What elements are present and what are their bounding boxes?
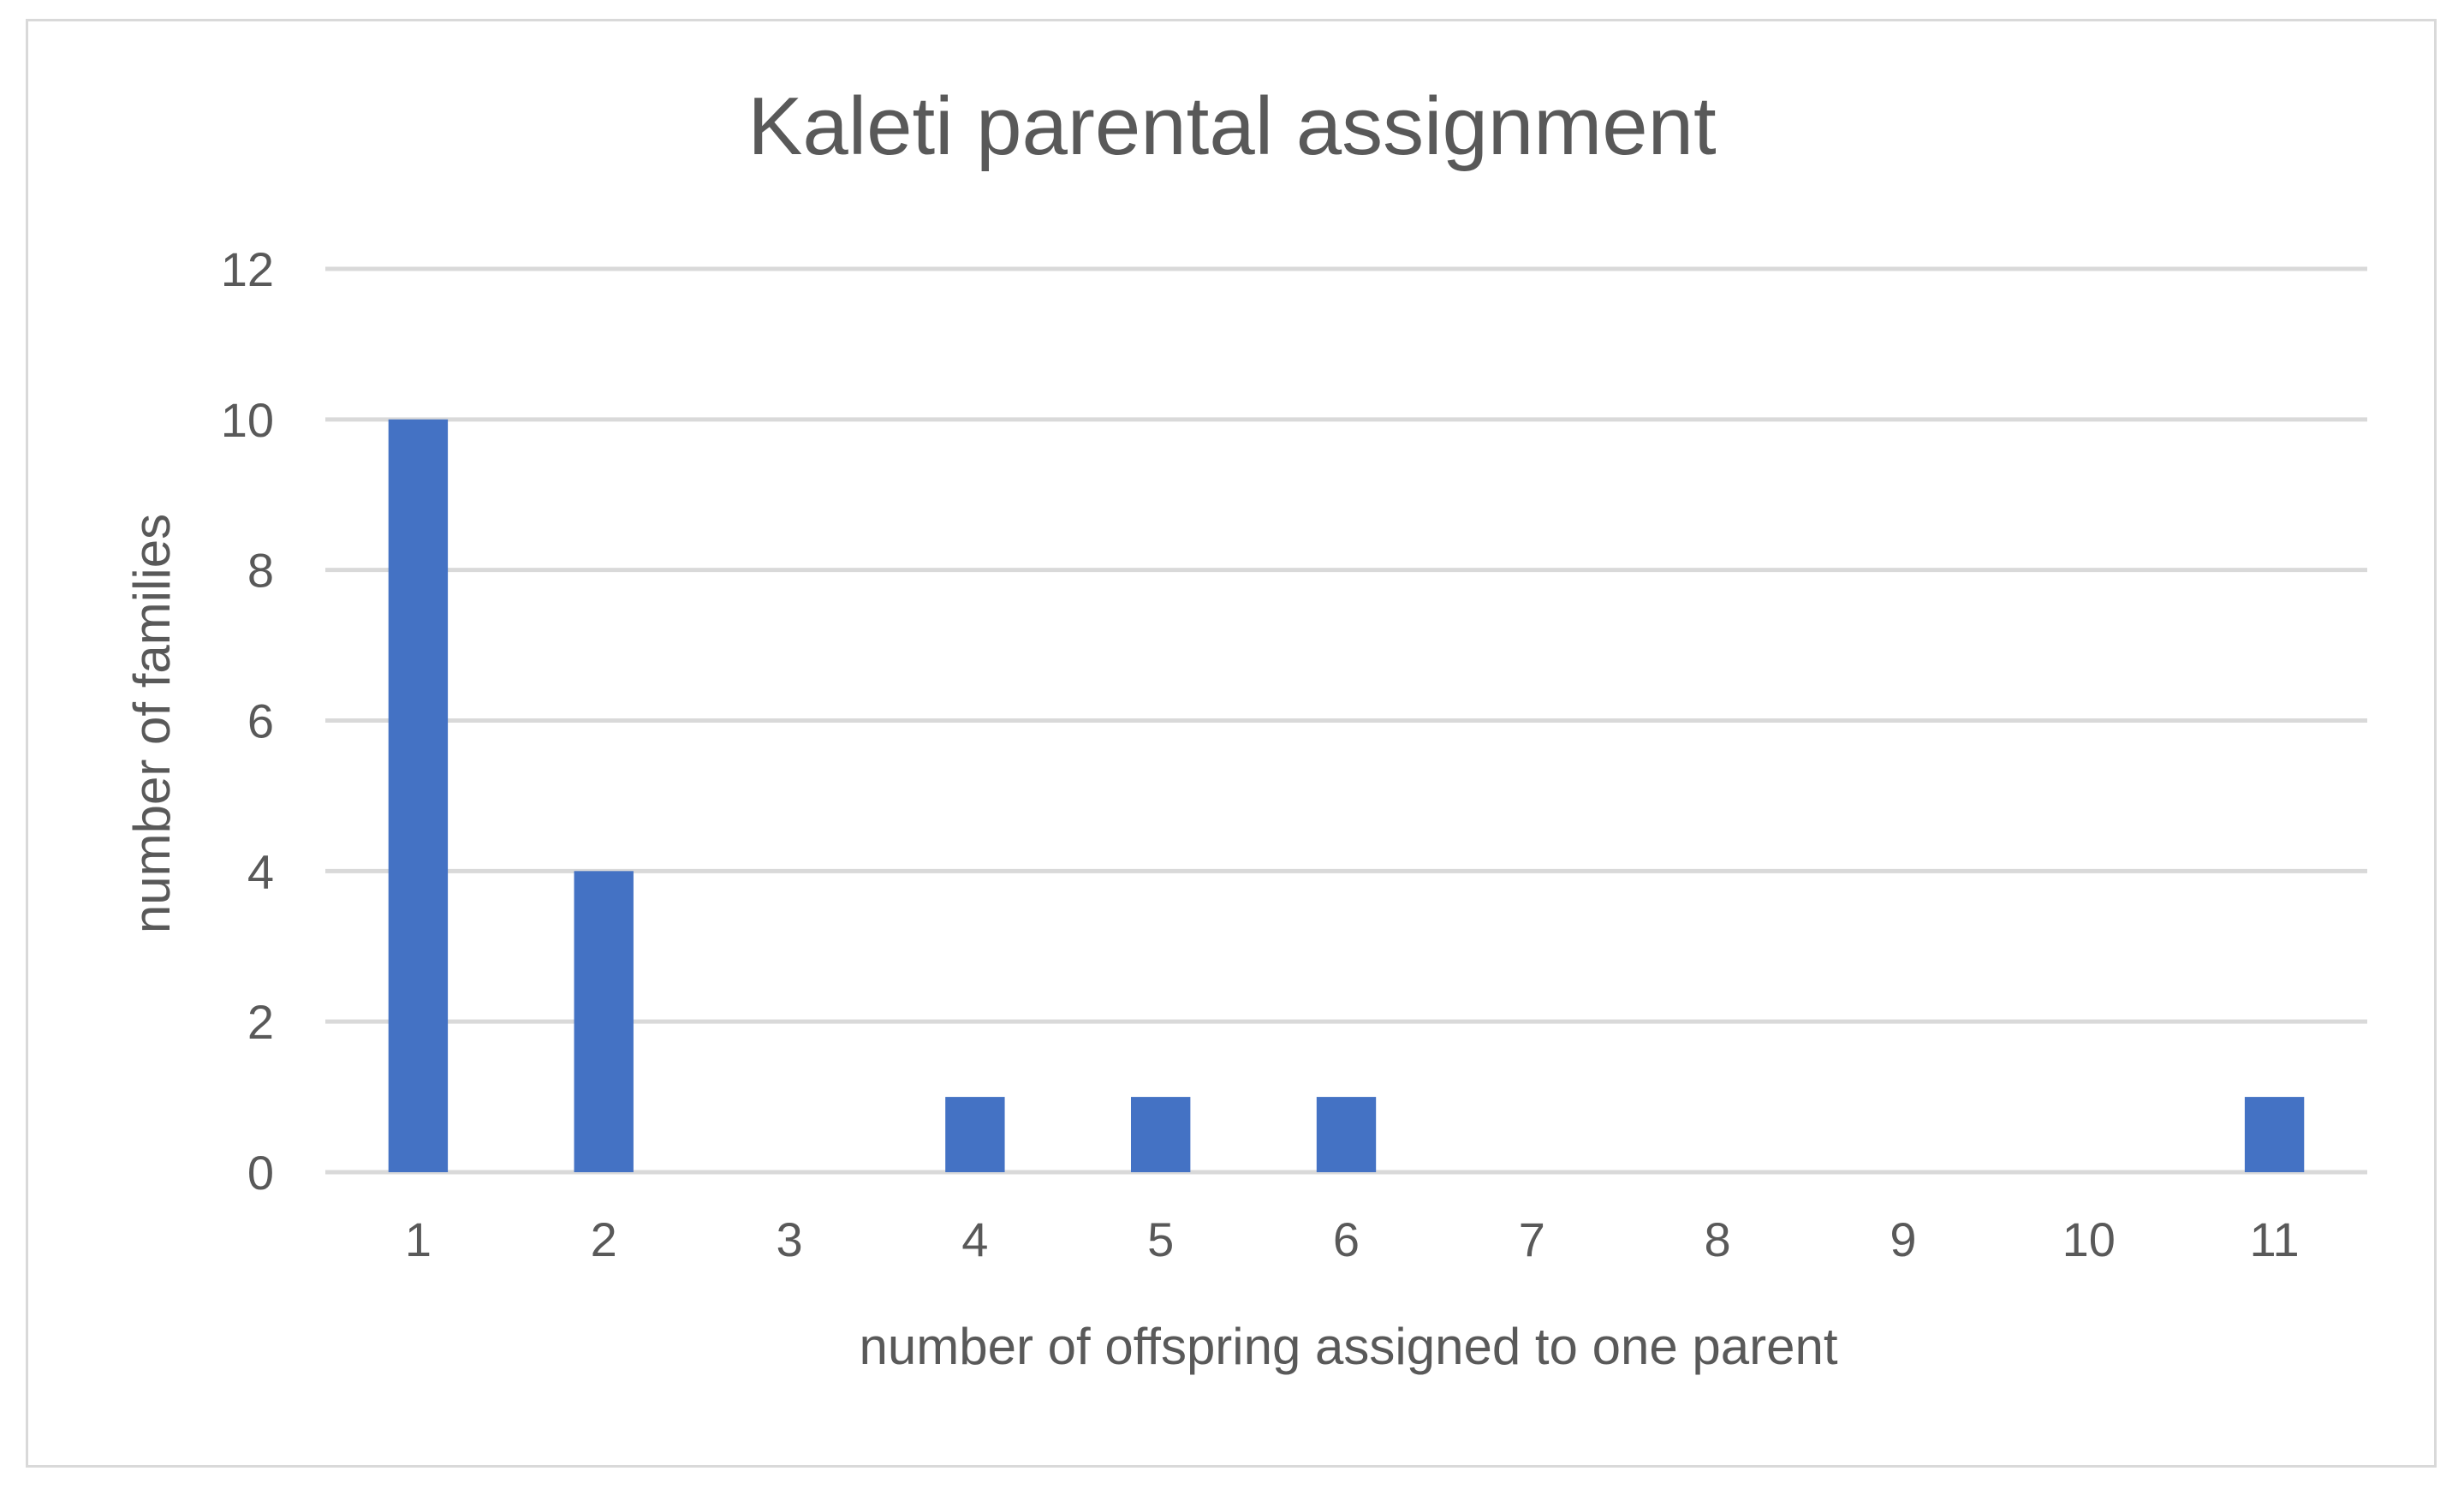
x-tick-label: 3: [776, 1212, 802, 1266]
y-tick-label: 2: [247, 995, 274, 1049]
x-tick-label: 10: [2062, 1212, 2116, 1266]
bar: [2244, 1097, 2305, 1172]
x-tick-label: 6: [1333, 1212, 1360, 1266]
y-tick-label: 10: [221, 393, 274, 447]
x-tick-labels: 1 2 3 4 5 6 7 8 9 10 11: [405, 1212, 2300, 1266]
chart-title: Kaleti parental assignment: [747, 80, 1716, 172]
y-tick-label: 4: [247, 844, 274, 898]
bar: [574, 871, 634, 1172]
x-tick-label: 7: [1519, 1212, 1545, 1266]
y-tick-label: 12: [221, 242, 274, 296]
bars: [388, 419, 2305, 1172]
bar: [945, 1097, 1005, 1172]
x-tick-label: 5: [1147, 1212, 1174, 1266]
x-axis-title: number of offspring assigned to one pare…: [860, 1318, 1838, 1375]
y-tick-label: 0: [247, 1146, 274, 1200]
x-tick-label: 4: [961, 1212, 988, 1266]
bar: [1316, 1097, 1377, 1172]
y-tick-label: 8: [247, 544, 274, 598]
y-axis-title: number of families: [123, 514, 181, 933]
y-tick-labels: 0 2 4 6 8 10 12: [221, 242, 274, 1200]
y-tick-label: 6: [247, 694, 274, 748]
gridlines: [325, 266, 2367, 1175]
x-tick-label: 9: [1890, 1212, 1916, 1266]
x-tick-label: 2: [591, 1212, 617, 1266]
x-tick-label: 8: [1705, 1212, 1731, 1266]
bar: [1130, 1097, 1191, 1172]
x-tick-label: 11: [2250, 1212, 2300, 1266]
bar: [388, 419, 449, 1172]
x-tick-label: 1: [405, 1212, 431, 1266]
